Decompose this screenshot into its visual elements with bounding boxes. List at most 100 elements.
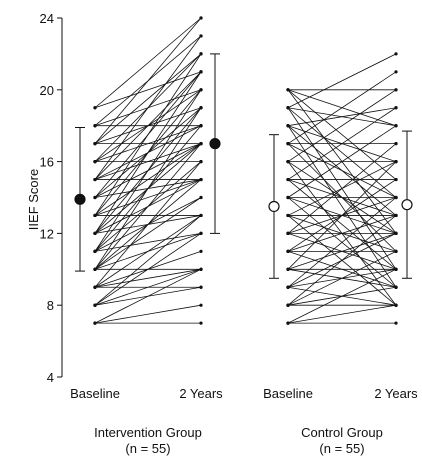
y-tick-label: 4 [47, 370, 54, 385]
followup-point [199, 124, 203, 128]
baseline-point [93, 303, 97, 307]
followup-point [199, 321, 203, 325]
y-tick-label: 12 [40, 226, 54, 241]
baseline-point [93, 231, 97, 235]
y-tick-label: 16 [40, 155, 54, 170]
baseline-point [286, 124, 290, 128]
pair-line [94, 71, 202, 198]
pair-line [287, 286, 397, 306]
pair-line [94, 53, 202, 144]
pair-line [287, 197, 397, 288]
baseline-point [93, 249, 97, 253]
followup-point [199, 267, 203, 271]
followup-point [394, 142, 398, 146]
pair-line [287, 161, 397, 306]
followup-point [394, 70, 398, 74]
followup-point [199, 70, 203, 74]
pair-line [287, 125, 397, 216]
baseline-point [93, 177, 97, 182]
pair-line [287, 107, 397, 270]
pair-line [94, 215, 202, 306]
followup-point [199, 52, 203, 56]
followup-point [394, 285, 398, 289]
followup-point [199, 106, 203, 110]
followup-point [199, 195, 203, 200]
pair-line [287, 268, 397, 288]
pair-line [287, 89, 397, 234]
baseline-point [286, 249, 290, 253]
followup-point [199, 303, 203, 307]
pair-line [287, 89, 397, 162]
pair-line [287, 233, 397, 270]
group-label: Control Group [301, 425, 383, 440]
baseline-point [93, 213, 97, 218]
pair-line [94, 268, 202, 288]
y-tick-label: 20 [40, 83, 54, 98]
pair-line [94, 179, 202, 234]
pair-line [287, 179, 397, 270]
pair-line [94, 125, 202, 180]
y-tick-label: 24 [40, 11, 54, 26]
baseline-point [286, 321, 290, 325]
baseline-point [286, 195, 290, 200]
followup-point [199, 34, 203, 38]
pair-line [287, 89, 397, 127]
followup-point [199, 177, 203, 182]
pair-line [94, 304, 202, 324]
paired-lines [93, 16, 398, 325]
followup-point [394, 195, 398, 200]
pair-line [287, 89, 397, 180]
followup-point [394, 177, 398, 182]
followup-point [199, 160, 203, 164]
followup-point [394, 106, 398, 110]
baseline-point [286, 231, 290, 235]
followup-point [199, 231, 203, 235]
baseline-point [286, 177, 290, 182]
mean-marker [268, 200, 280, 213]
baseline-point [93, 321, 97, 325]
pair-line [287, 304, 397, 324]
pair-line [287, 107, 397, 198]
baseline-point [286, 88, 290, 92]
group-n-label: (n = 55) [319, 441, 364, 456]
followup-point [394, 267, 398, 271]
pair-line [94, 17, 202, 109]
followup-point [199, 249, 203, 253]
followup-point [199, 285, 203, 289]
followup-point [394, 88, 398, 92]
pair-line [94, 233, 202, 252]
baseline-point [93, 124, 97, 128]
followup-point [394, 249, 398, 253]
baseline-point [286, 160, 290, 164]
followup-point [199, 88, 203, 92]
baseline-point [286, 285, 290, 289]
x-tick-label: Baseline [70, 386, 120, 401]
labels: IIEF Score Baseline 2 Years Baseline 2 Year… [26, 169, 418, 456]
x-tick-label: 2 Years [179, 386, 223, 401]
baseline-point [286, 106, 290, 110]
group-label: Intervention Group [94, 425, 202, 440]
followup-point [199, 142, 203, 146]
mean-marker [401, 199, 413, 211]
axes: 4 8 12 16 20 24 [40, 11, 63, 385]
followup-point [394, 52, 398, 56]
pair-line [94, 233, 202, 270]
pair-line [94, 179, 202, 216]
baseline-point [93, 267, 97, 271]
baseline-point [93, 160, 97, 164]
followup-point [394, 160, 398, 164]
baseline-point [286, 303, 290, 307]
pair-line [94, 286, 202, 306]
baseline-point [93, 285, 97, 289]
baseline-point [93, 195, 97, 200]
mean-marker [209, 138, 221, 150]
pair-line [94, 89, 202, 127]
followup-point [394, 213, 398, 218]
followup-point [394, 231, 398, 235]
x-tick-label: 2 Years [374, 386, 418, 401]
pair-line [287, 125, 397, 162]
x-tick-label: Baseline [263, 386, 313, 401]
pair-line [94, 197, 202, 270]
pair-line [94, 35, 202, 127]
